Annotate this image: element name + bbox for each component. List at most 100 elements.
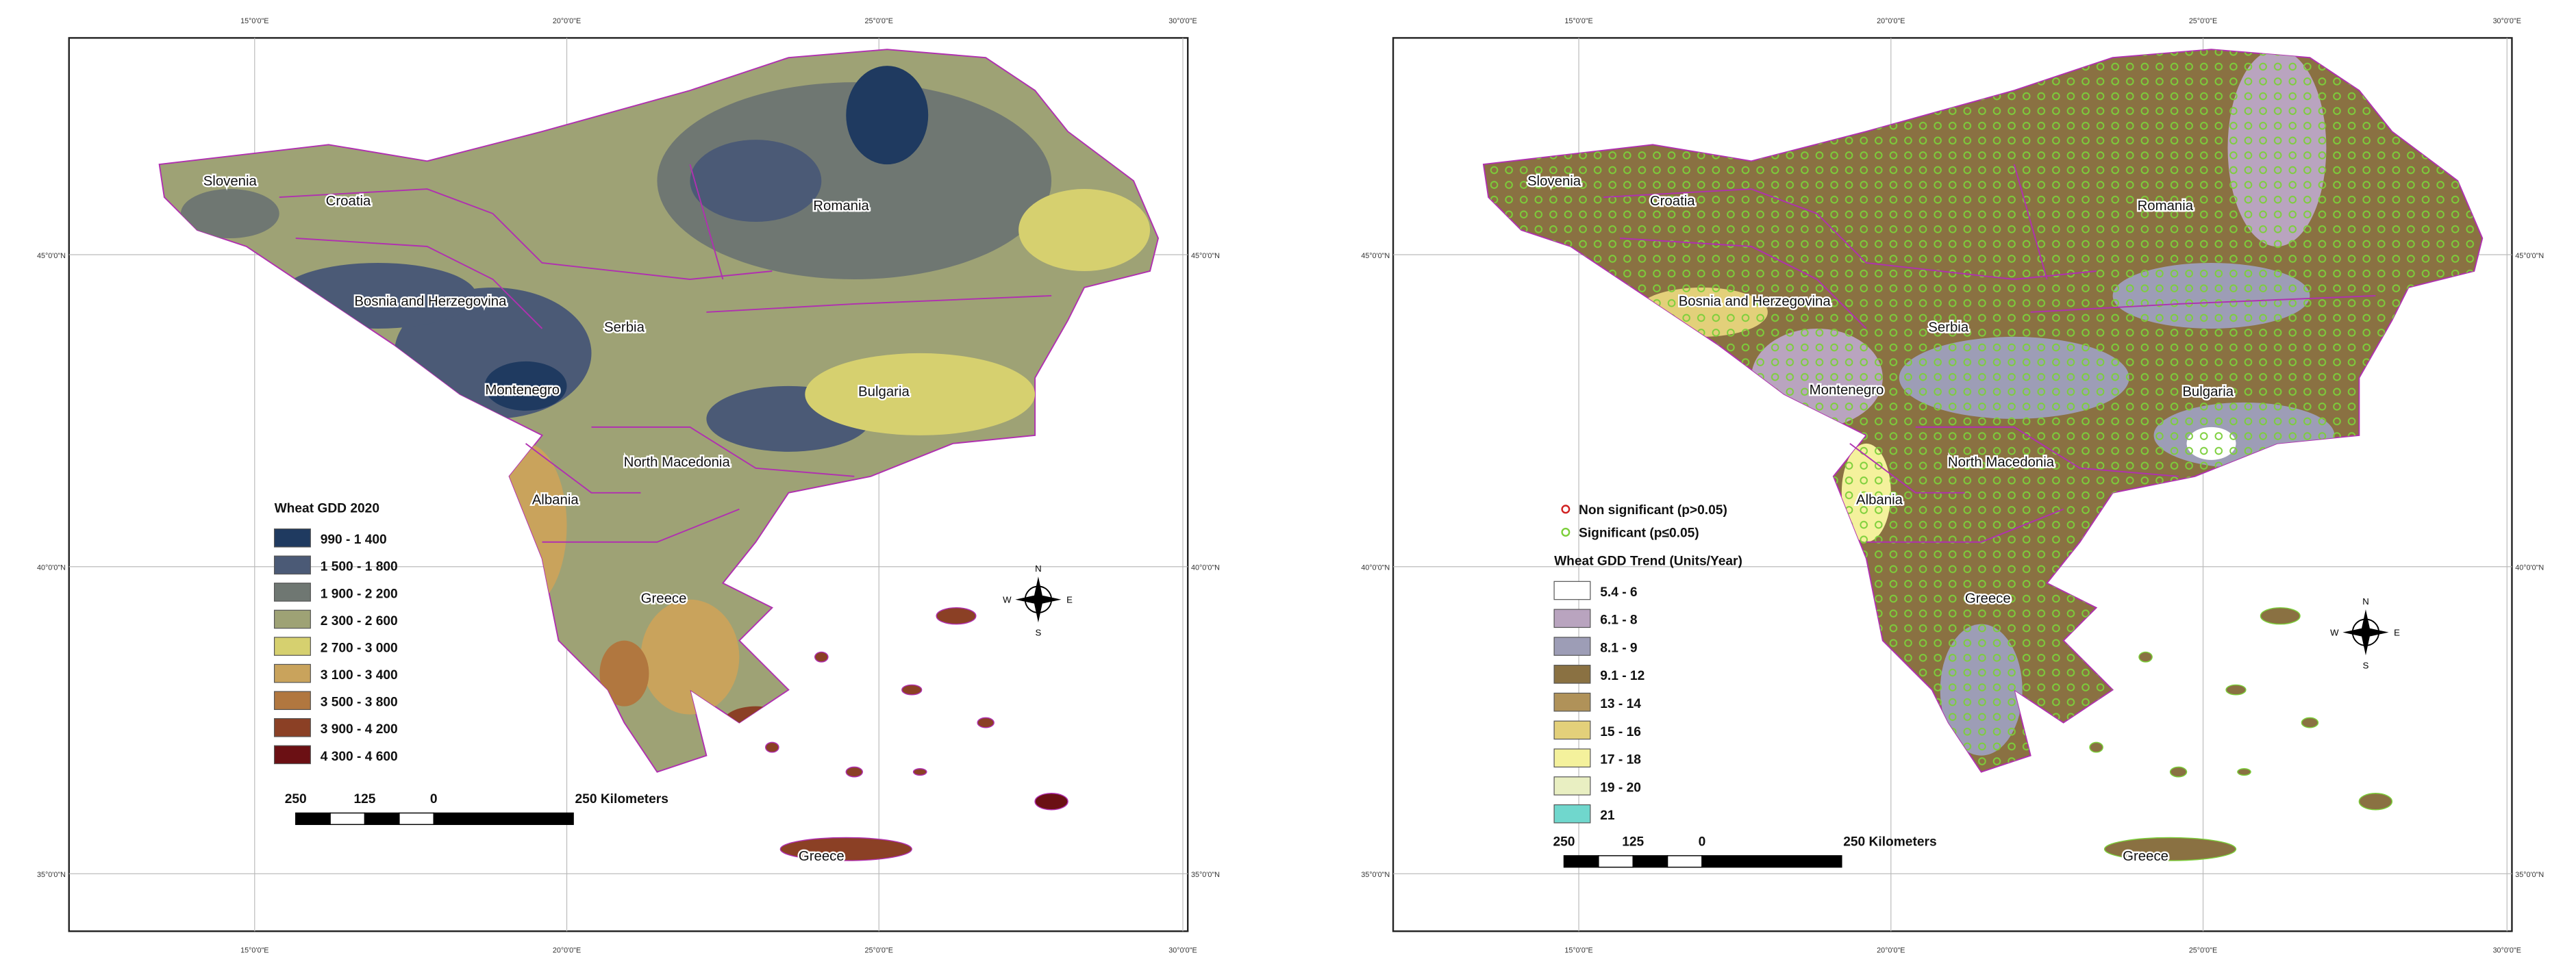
country-label: Montenegro <box>1810 383 1884 398</box>
scale-label: 250 Kilometers <box>575 792 668 806</box>
graticule-label: 25°0'0"E <box>2189 946 2217 954</box>
graticule-label: 20°0'0"E <box>1877 946 1905 954</box>
map-frame <box>1392 37 2513 932</box>
graticule-label: 30°0'0"E <box>2493 946 2521 954</box>
graticule-label: 15°0'0"E <box>1564 946 1592 954</box>
country-label: Serbia <box>1928 320 1969 335</box>
country-label: Greece <box>799 849 845 864</box>
country-label: Bulgaria <box>858 384 910 399</box>
island <box>901 684 923 696</box>
island <box>2237 768 2251 776</box>
graticule-label: 25°0'0"E <box>865 17 893 25</box>
legend-swatch <box>1553 665 1591 684</box>
country-label: Croatia <box>326 194 371 209</box>
country-label: Serbia <box>604 320 645 335</box>
compass-label: W <box>2330 627 2339 637</box>
zone <box>640 599 740 715</box>
legend-swatch <box>1553 776 1591 796</box>
scale-segment <box>364 812 400 826</box>
graticule-label: 40°0'0"N <box>2515 564 2544 572</box>
compass-label: E <box>2394 627 2400 637</box>
graticule-label: 25°0'0"E <box>865 946 893 954</box>
scale-label: 0 <box>430 792 438 806</box>
graticule-label: 45°0'0"N <box>2515 252 2544 260</box>
zone <box>1018 189 1151 271</box>
graticule-label: 30°0'0"E <box>2493 17 2521 25</box>
legend-label: 8.1 - 9 <box>1600 641 1637 655</box>
legend-swatch <box>273 637 311 656</box>
graticule-label: 25°0'0"E <box>2189 17 2217 25</box>
scale-segment <box>1666 855 1703 868</box>
legend-label: 4 300 - 4 600 <box>321 750 398 764</box>
legend-title: Wheat GDD Trend (Units/Year) <box>1554 554 1742 568</box>
zone <box>180 189 279 239</box>
legend-swatch <box>273 583 311 602</box>
island <box>2103 837 2237 861</box>
legend-label: 2 300 - 2 600 <box>321 614 398 628</box>
country-border <box>295 238 543 329</box>
graticule-label: 20°0'0"E <box>553 17 581 25</box>
legend-label: 6.1 - 8 <box>1600 613 1638 628</box>
legend-label: 21 <box>1600 809 1615 823</box>
country-border <box>706 295 1052 313</box>
island <box>2138 651 2153 663</box>
compass-star <box>2342 609 2389 656</box>
country-border <box>1816 213 2097 280</box>
legend-label: Non significant (p>0.05) <box>1579 503 1727 518</box>
island <box>845 766 863 778</box>
scale-segment <box>399 812 434 826</box>
scale-segment <box>329 812 366 826</box>
legend-swatch <box>273 528 311 548</box>
country-label: Slovenia <box>203 174 258 189</box>
legend-label: 19 - 20 <box>1600 780 1641 795</box>
legend-swatch <box>273 609 311 629</box>
legend-swatch <box>273 555 311 575</box>
legend-swatch <box>1553 748 1591 767</box>
country-border <box>525 443 641 494</box>
legend-point <box>1561 505 1571 514</box>
compass-label: S <box>2363 660 2369 670</box>
country-label: Albania <box>532 493 579 508</box>
scale-segment <box>295 812 331 826</box>
island <box>1034 793 1068 811</box>
country-border <box>2013 164 2048 280</box>
graticule-label: 30°0'0"E <box>1168 946 1197 954</box>
compass-label: N <box>2362 596 2369 607</box>
legend-label: 1 500 - 1 800 <box>321 560 398 574</box>
scale-label: 125 <box>353 792 375 806</box>
legend-swatch <box>273 663 311 683</box>
country-label: Greece <box>2123 849 2168 864</box>
island <box>936 607 977 625</box>
legend-label: 1 900 - 2 200 <box>321 587 398 601</box>
country-border <box>1603 188 1818 214</box>
legend-swatch <box>1553 692 1591 712</box>
graticule-label: 20°0'0"E <box>1877 17 1905 25</box>
scale-segment <box>1598 855 1634 868</box>
legend-swatch <box>273 691 311 711</box>
country-label: Romania <box>2138 199 2194 214</box>
country-border <box>1849 443 1965 494</box>
legend-label: 2 700 - 3 000 <box>321 641 398 655</box>
scale-label: 250 <box>285 792 307 806</box>
graticule-label: 40°0'0"N <box>1361 564 1390 572</box>
graticule-label: 40°0'0"N <box>1191 564 1220 572</box>
graticule-label: 20°0'0"E <box>553 946 581 954</box>
legend-label: 990 - 1 400 <box>321 533 387 547</box>
scale-segment <box>1632 855 1668 868</box>
compass-star <box>1015 576 1062 623</box>
scale-segment <box>1701 855 1842 868</box>
graticule-label: 15°0'0"E <box>240 17 268 25</box>
graticule-label: 15°0'0"E <box>240 946 268 954</box>
legend-swatch <box>1553 609 1591 628</box>
compass-label: W <box>1003 595 1012 605</box>
legend-point <box>1561 527 1571 537</box>
legend-label: 15 - 16 <box>1600 725 1641 739</box>
significance-dots <box>1483 49 2483 772</box>
country-border <box>2030 295 2376 313</box>
country-label: Romania <box>813 199 869 214</box>
zone <box>484 361 567 411</box>
map-frame <box>68 37 1189 932</box>
country-label: Greece <box>641 592 687 607</box>
zone <box>484 443 567 608</box>
island <box>2301 717 2319 728</box>
